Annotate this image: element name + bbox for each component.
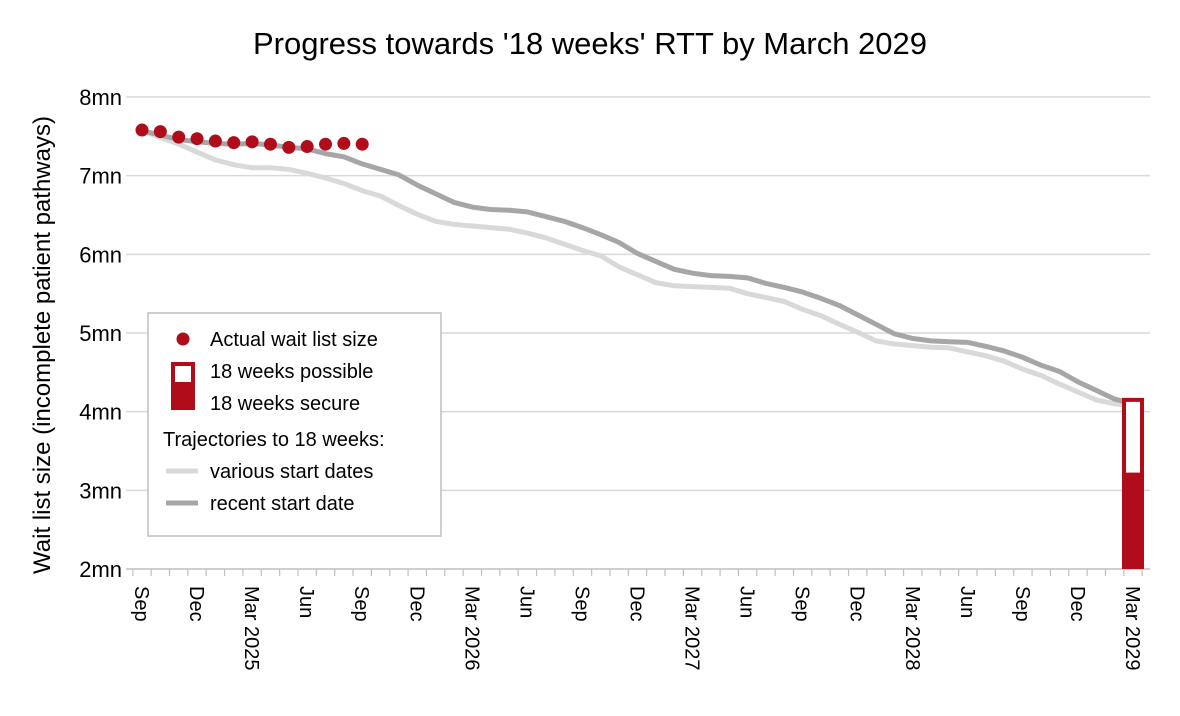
y-tick-label: 4mn	[79, 400, 122, 425]
bar-18-weeks-possible	[1122, 397, 1144, 477]
actual-point	[135, 123, 149, 137]
legend-possible-label: 18 weeks possible	[210, 361, 373, 383]
x-tick-label: Jun	[515, 586, 537, 618]
x-tick-label: Dec	[626, 586, 648, 622]
x-axis-ticks: Sep Dec Mar 2025 Jun Sep Dec Mar 2026 Jun Sep Dec…	[130, 586, 1143, 671]
actual-point	[227, 136, 241, 150]
x-axis	[126, 568, 1150, 576]
legend-actual-label: Actual wait list size	[210, 329, 378, 351]
bar-18-weeks-secure	[1122, 474, 1144, 569]
target-bars	[1122, 397, 1144, 569]
legend-trajectories-header: Trajectories to 18 weeks:	[163, 429, 385, 451]
x-tick-label: Sep	[1011, 586, 1033, 622]
y-tick-label: 6mn	[79, 242, 122, 267]
actual-point	[355, 137, 369, 151]
x-tick-label: Jun	[736, 586, 758, 618]
x-tick-label: Mar 2028	[901, 586, 923, 671]
x-tick-label: Mar 2025	[240, 586, 262, 671]
y-axis-ticks: 2mn 3mn 4mn 5mn 6mn 7mn 8mn	[79, 85, 122, 582]
legend-recent-label: recent start date	[210, 493, 355, 515]
x-tick-label: Dec	[185, 586, 207, 622]
actual-point	[319, 137, 333, 151]
chart-title: Progress towards '18 weeks' RTT by March…	[253, 26, 927, 61]
x-tick-label: Mar 2026	[460, 586, 482, 671]
x-tick-label: Mar 2027	[681, 586, 703, 671]
x-tick-label: Dec	[846, 586, 868, 622]
actual-point	[172, 130, 186, 144]
actual-markers	[135, 123, 369, 154]
x-tick-label: Mar 2029	[1121, 586, 1143, 671]
legend-secure-label: 18 weeks secure	[210, 393, 360, 415]
legend-possible-swatch	[171, 362, 195, 386]
x-tick-label: Sep	[130, 586, 152, 622]
actual-point	[337, 136, 351, 150]
actual-point	[190, 132, 204, 146]
x-tick-label: Jun	[295, 586, 317, 618]
y-axis-label: Wait list size (incomplete patient pathw…	[29, 116, 56, 574]
line-various-start-dates	[139, 128, 1136, 409]
actual-point	[263, 137, 277, 151]
x-tick-label: Sep	[570, 586, 592, 622]
legend-actual-marker	[176, 332, 190, 346]
trajectory-lines	[139, 128, 1136, 409]
actual-point	[245, 135, 259, 149]
y-tick-label: 3mn	[79, 478, 122, 503]
x-tick-label: Dec	[1066, 586, 1088, 622]
actual-point	[208, 134, 222, 148]
legend-secure-swatch	[171, 386, 195, 410]
legend: Actual wait list size 18 weeks possible …	[147, 312, 442, 537]
actual-point	[300, 140, 314, 154]
x-tick-label: Jun	[956, 586, 978, 618]
legend-box	[147, 312, 442, 537]
y-tick-label: 2mn	[79, 557, 122, 582]
x-tick-label: Sep	[791, 586, 813, 622]
x-tick-label: Sep	[350, 586, 372, 622]
actual-point	[282, 140, 296, 154]
y-tick-label: 5mn	[79, 321, 122, 346]
actual-point	[153, 125, 167, 139]
y-tick-label: 7mn	[79, 164, 122, 189]
legend-various-label: various start dates	[210, 461, 373, 483]
x-tick-label: Dec	[405, 586, 427, 622]
line-recent-start-date	[139, 128, 1136, 407]
y-tick-label: 8mn	[79, 85, 122, 110]
